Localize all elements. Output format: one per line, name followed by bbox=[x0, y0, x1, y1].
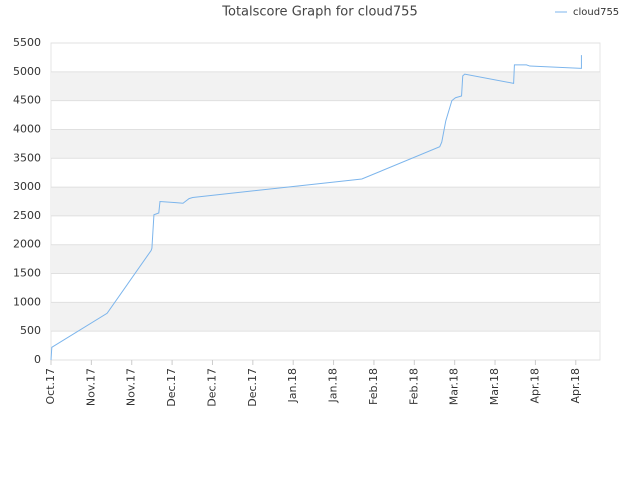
x-tick-label: Feb.18 bbox=[407, 368, 420, 405]
y-tick-label: 5500 bbox=[13, 36, 41, 49]
y-tick-label: 1000 bbox=[13, 295, 41, 308]
y-tick-label: 3500 bbox=[13, 151, 41, 164]
x-tick-label: Mar.18 bbox=[488, 368, 501, 405]
grid-band bbox=[51, 129, 600, 159]
grid-band bbox=[51, 244, 600, 274]
x-tick-label: Mar.18 bbox=[448, 368, 461, 405]
x-tick-label: Dec.17 bbox=[165, 368, 178, 407]
grid-band bbox=[51, 187, 600, 216]
grid-band bbox=[51, 71, 600, 101]
line bbox=[50, 55, 582, 361]
y-tick-label: 4500 bbox=[13, 94, 41, 107]
x-tick-label: Oct.17 bbox=[44, 368, 57, 405]
x-tick-label: Apr.18 bbox=[569, 368, 582, 404]
x-tick-label: Jan.18 bbox=[327, 368, 340, 403]
y-tick-label: 5000 bbox=[13, 65, 41, 78]
y-tick-label: 1500 bbox=[13, 267, 41, 280]
y-tick-label: 500 bbox=[20, 324, 41, 337]
x-tick-label: Nov.17 bbox=[125, 368, 138, 406]
x-tick-label: Nov.17 bbox=[84, 368, 97, 406]
legend-label: cloud755 bbox=[573, 7, 619, 18]
chart-title: Totalscore Graph for cloud755 bbox=[221, 5, 417, 20]
y-tick-label: 2000 bbox=[13, 238, 41, 251]
y-tick-label: 0 bbox=[34, 353, 41, 366]
grid-band bbox=[51, 302, 600, 332]
x-tick-label: Apr.18 bbox=[528, 368, 541, 404]
y-tick-label: 2500 bbox=[13, 209, 41, 222]
x-tick-label: Feb.18 bbox=[367, 368, 380, 405]
x-tick-label: Dec.17 bbox=[205, 368, 218, 407]
x-tick-label: Jan.18 bbox=[286, 368, 299, 403]
y-tick-label: 4000 bbox=[13, 122, 41, 135]
x-tick-label: Dec.17 bbox=[246, 368, 259, 407]
y-tick-label: 3000 bbox=[13, 180, 41, 193]
